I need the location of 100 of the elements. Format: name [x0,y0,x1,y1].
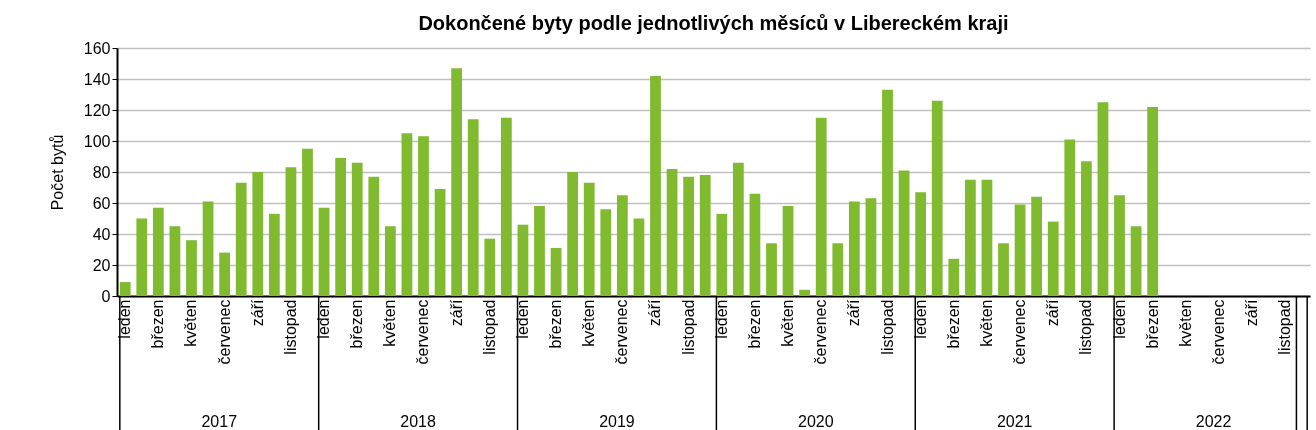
text: 2020 [798,413,834,430]
bar [815,117,827,296]
y-tick-label: 120 [83,101,111,119]
bar [368,176,380,296]
x-tick-label: červenec [414,299,432,365]
x-tick-label: leden [315,299,333,339]
bar [1064,139,1076,296]
x-tick-label: listopad [480,299,498,355]
bar [252,172,264,296]
bar [219,252,231,296]
bar [534,206,545,296]
x-tick-label: září [447,298,465,327]
bar [567,172,579,296]
bar [782,206,794,296]
bar [948,258,960,296]
bar [268,213,280,296]
text: 2018 [400,413,437,430]
bar [152,207,164,296]
bar [1097,102,1109,296]
bar [732,162,744,296]
bar [716,213,728,296]
x-tick-label: červenec [1209,299,1227,365]
bar [401,133,413,296]
bar [136,218,148,296]
bar [169,226,181,296]
x-tick-label: květen [977,299,995,347]
bar [616,195,628,296]
bar [666,168,678,296]
bar [467,119,479,296]
x-tick-label: březen [348,299,366,349]
bar [500,117,512,296]
bar [235,182,247,296]
x-tick-label: září [1243,298,1261,327]
x-tick-label: březen [745,299,763,349]
x-tick-label: květen [182,299,200,347]
bar [832,243,844,296]
x-tick-label: září [646,298,664,327]
bar [583,182,595,296]
text: 2019 [599,413,635,430]
x-tick-label: květen [381,299,399,347]
bar [766,243,777,296]
bar [302,148,313,296]
x-tick-label: březen [547,299,565,349]
bar [351,162,363,296]
bar [865,198,877,296]
x-tick-label: květen [779,299,797,347]
bar [1031,196,1043,296]
x-tick-label: červenec [812,299,830,365]
bar [1047,221,1059,296]
bar [119,282,131,296]
bar [915,192,927,296]
bar [931,100,943,296]
bar [600,209,612,296]
bar [451,68,463,296]
x-tick-label: březen [149,299,167,349]
bar [1130,226,1142,296]
y-tick-label: 40 [92,225,111,243]
x-tick-label: listopad [1077,299,1095,355]
x-tick-label: leden [911,299,929,339]
bar [749,193,761,296]
bar [1147,106,1159,296]
bar [650,75,661,296]
bar [484,238,496,296]
bar [318,207,330,296]
chart-title: Dokončené byty podle jednotlivých měsíců v Libereckém kraji [418,12,1009,34]
bar [418,136,429,296]
x-tick-label: září [1044,298,1062,327]
x-tick-label: listopad [679,299,697,355]
bar [384,226,396,296]
x-tick-label: červenec [215,299,233,365]
bar [633,218,645,296]
bar [434,189,446,296]
x-tick-label: září [845,298,863,327]
y-tick-label: 60 [92,194,111,212]
x-tick-label: březen [1143,299,1161,349]
bar [898,170,910,296]
x-tick-label: listopad [281,299,299,355]
y-tick-label: 0 [101,287,111,305]
bar [1114,195,1125,296]
x-tick-label: květen [580,299,598,347]
bar [699,175,711,296]
y-tick-label: 80 [92,163,111,181]
x-tick-label: leden [1110,299,1128,339]
y-tick-label: 20 [92,256,111,274]
bar [1080,161,1092,296]
text: 2017 [201,413,238,430]
bar [799,289,811,296]
bar [285,167,297,296]
bar [1014,204,1026,296]
x-tick-label: leden [712,299,730,339]
x-tick-label: květen [1176,299,1194,347]
bar [683,176,695,296]
x-tick-label: leden [513,299,531,339]
bar [335,158,347,296]
x-tick-label: leden [116,299,134,339]
text: 2022 [1195,413,1232,430]
x-tick-label: červenec [613,299,631,365]
y-tick-label: 100 [83,132,111,150]
x-tick-label: listopad [878,299,896,355]
bar [517,224,529,296]
